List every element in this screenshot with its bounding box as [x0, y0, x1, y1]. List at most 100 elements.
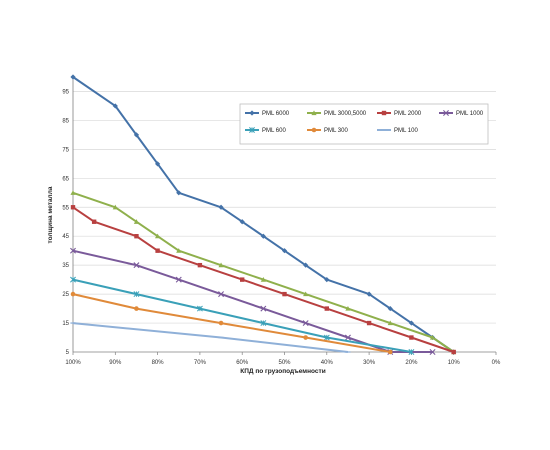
x-tick-label: 20% [405, 360, 418, 366]
legend-item-pml-600[interactable]: PML 600 [245, 127, 286, 134]
data-point-pml-6000 [133, 132, 140, 138]
data-point-pml-6000 [303, 262, 309, 268]
data-point-pml-1000 [175, 276, 182, 283]
data-point-pml-6000 [239, 219, 245, 225]
x-tick-labels: 100% 90% 80% 70% 60% 50% 40% 30% 20% 10% 0% [65, 360, 501, 366]
legend-item-pml-3000-5000[interactable]: PML 3000,5000 [307, 110, 367, 117]
data-point-pml-3000-5000 [260, 277, 266, 282]
data-point-pml-1000 [302, 320, 309, 327]
data-point-pml-3000-5000 [218, 262, 224, 268]
data-point-pml-2000 [240, 277, 245, 282]
x-tick-label: 90% [109, 360, 122, 366]
data-point-pml-3000-5000 [155, 233, 161, 239]
x-tick-label: 60% [236, 360, 249, 366]
series-pml-1000 [70, 247, 436, 355]
data-point-pml-6000 [112, 103, 118, 109]
data-point-pml-600 [408, 349, 415, 355]
data-point-pml-6000 [155, 161, 161, 167]
y-tick-label: 15 [62, 321, 69, 327]
legend-marker [311, 127, 317, 133]
series-pml-3000-5000 [70, 190, 457, 355]
data-point-pml-600 [133, 291, 140, 298]
data-point-pml-2000 [409, 335, 414, 340]
y-tick-label: 95 [62, 89, 69, 95]
data-point-pml-1000 [133, 262, 140, 269]
legend-label: PML 2000 [394, 111, 422, 117]
x-tick-label: 40% [321, 360, 334, 366]
legend-label: PML 1000 [456, 111, 484, 117]
data-point-pml-2000 [197, 262, 203, 268]
data-point-pml-1000 [429, 349, 436, 355]
legend-item-pml-6000[interactable]: PML 6000 [245, 110, 290, 117]
x-axis-title: КПД по грузоподъемности [240, 368, 325, 375]
data-point-pml-3000-5000 [303, 291, 309, 297]
data-point-pml-600 [323, 334, 330, 341]
data-point-pml-1000 [260, 305, 267, 312]
legend-marker [249, 127, 255, 133]
gridlines [73, 91, 496, 324]
legend-marker [381, 110, 387, 116]
x-tick-label: 10% [448, 360, 461, 366]
data-point-pml-2000 [282, 291, 287, 297]
data-point-pml-2000 [155, 248, 160, 253]
series-pml-300 [70, 291, 393, 355]
legend-item-pml-100[interactable]: PML 100 [377, 128, 418, 134]
y-tick-label: 85 [62, 118, 69, 124]
data-point-pml-1000 [344, 334, 351, 341]
y-tick-label: 45 [62, 234, 69, 240]
data-point-pml-600 [260, 320, 267, 327]
legend-label: PML 600 [262, 128, 286, 134]
data-point-pml-2000 [134, 234, 139, 239]
data-point-pml-6000 [408, 320, 414, 326]
data-point-pml-3000-5000 [176, 248, 182, 253]
data-point-pml-6000 [281, 248, 288, 254]
y-tick-label: 35 [62, 263, 69, 269]
data-point-pml-2000 [451, 349, 456, 355]
series-pml-2000 [70, 205, 456, 355]
data-point-pml-2000 [91, 219, 97, 224]
data-point-pml-300 [134, 306, 139, 311]
legend-label: PML 100 [394, 128, 418, 134]
data-point-pml-3000-5000 [345, 305, 351, 311]
legend-item-pml-1000[interactable]: PML 1000 [439, 110, 484, 117]
data-point-pml-3000-5000 [429, 334, 436, 340]
series-pml-600 [70, 276, 415, 355]
legend-label: PML 6000 [262, 111, 290, 117]
data-point-pml-600 [196, 305, 203, 312]
data-point-pml-3000-5000 [112, 204, 118, 210]
data-point-pml-300 [387, 349, 393, 355]
data-point-pml-1000 [70, 247, 76, 254]
legend-item-pml-2000[interactable]: PML 2000 [377, 110, 422, 117]
series-line-pml-3000-5000 [72, 191, 455, 353]
x-tick-label: 100% [65, 360, 81, 366]
data-point-pml-6000 [70, 74, 76, 80]
data-point-pml-3000-5000 [133, 219, 140, 224]
data-point-pml-600 [70, 276, 76, 283]
y-tick-label: 65 [62, 176, 69, 182]
x-tick-label: 30% [363, 360, 376, 366]
data-point-pml-6000 [260, 233, 266, 239]
data-point-pml-6000 [176, 190, 182, 196]
data-point-pml-2000 [70, 205, 76, 210]
data-point-pml-1000 [218, 291, 225, 298]
data-point-pml-2000 [324, 306, 329, 311]
data-point-pml-300 [303, 335, 308, 340]
data-point-pml-2000 [366, 320, 372, 326]
data-point-pml-3000-5000 [70, 190, 76, 195]
x-tick-label: 80% [152, 360, 165, 366]
data-point-pml-6000 [218, 204, 224, 210]
legend-item-pml-300[interactable]: PML 300 [307, 127, 348, 134]
legend[interactable]: PML 6000 PML 3000,5000 PML 2000 PML 1000 PML… [239, 103, 489, 145]
y-tick-label: 5 [66, 350, 70, 356]
legend-marker [443, 110, 449, 116]
legend-marker [311, 110, 317, 116]
x-tick-label: 0% [492, 360, 501, 366]
series-layer [70, 74, 457, 355]
data-point-pml-6000 [366, 291, 372, 297]
x-tick-label: 70% [194, 360, 207, 366]
x-tick-label: 50% [278, 360, 291, 366]
y-tick-label: 25 [62, 292, 69, 298]
data-point-pml-3000-5000 [387, 320, 393, 326]
data-point-pml-6000 [387, 305, 393, 312]
